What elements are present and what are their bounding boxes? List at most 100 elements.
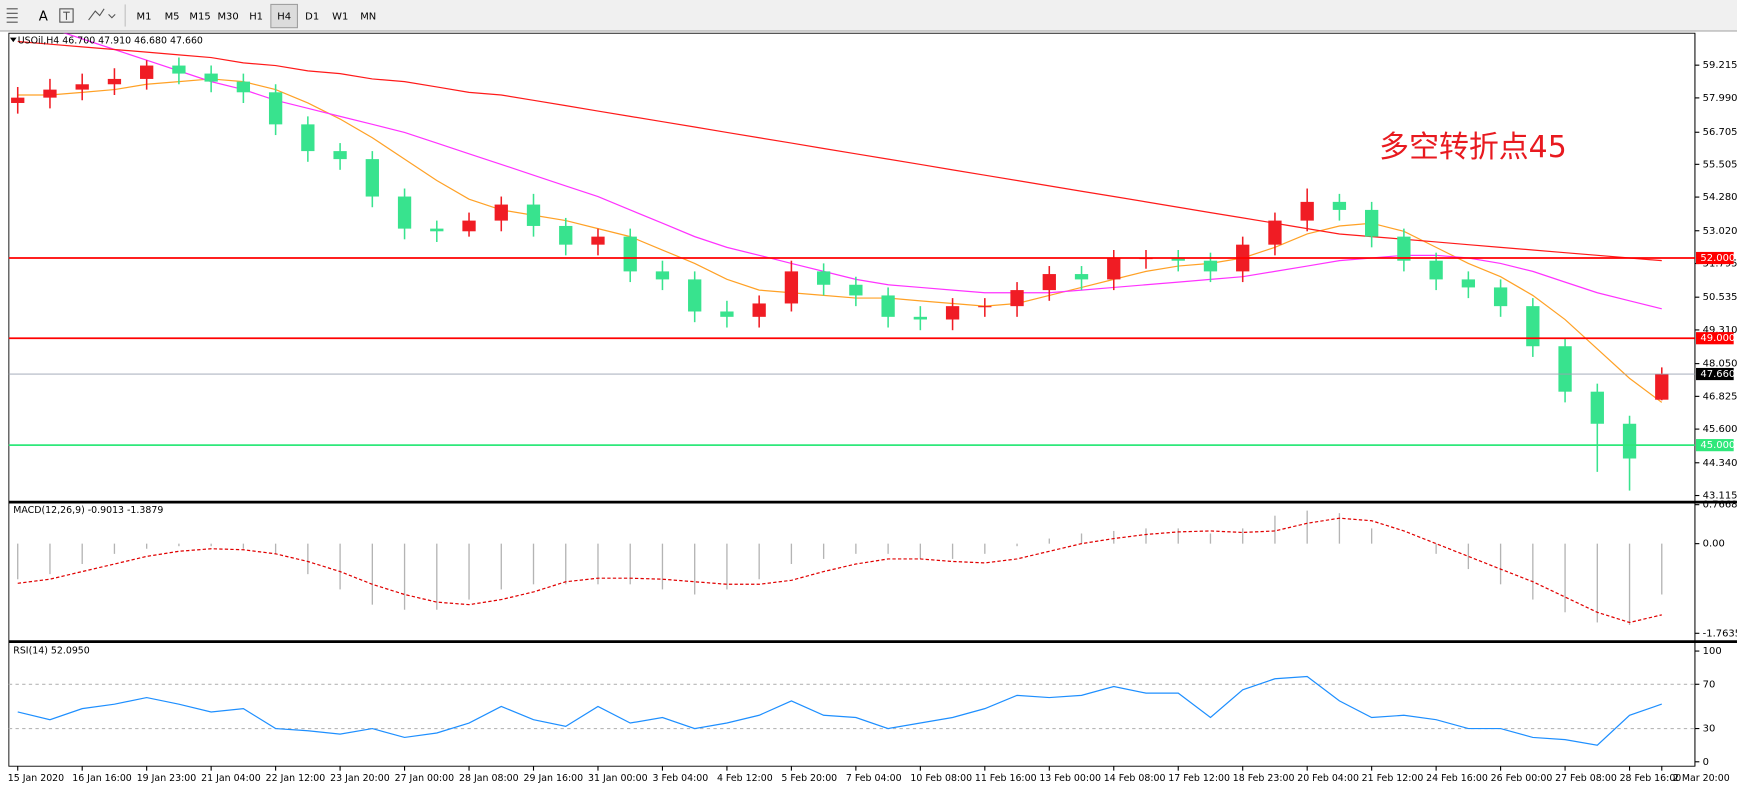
candle-body [268,92,283,125]
x-tick-label: 14 Feb 08:00 [1104,773,1166,784]
x-tick-label: 28 Feb 16:00 [1620,773,1682,784]
y-tick-label: 70 [1703,679,1716,690]
candle-body [1397,236,1411,261]
level-label: 52.000 [1700,253,1735,264]
annotation: 多空转折点45 [1379,130,1567,165]
x-tick-label: 5 Feb 20:00 [781,773,837,784]
candle-body [1107,258,1121,280]
candle-body [849,284,863,296]
x-tick-label: 18 Feb 23:00 [1233,773,1295,784]
x-tick-label: 24 Feb 16:00 [1426,773,1488,784]
timeframe-button[interactable]: MN [360,12,376,23]
chart-header: USOil,H4 46.700 47.910 46.680 47.660 [18,35,203,46]
candle-body [1332,201,1347,210]
text-label-glyph [63,11,70,20]
candle-body [526,204,541,226]
y-tick-label: 59.215 [1703,60,1737,71]
y-tick-label: 45.600 [1703,424,1737,435]
moving-average [63,33,1662,310]
y-tick-label: 0.7668 [1703,500,1737,511]
candle-body [1010,290,1024,307]
candle-body [301,124,315,152]
timeframe-button[interactable]: D1 [305,12,319,23]
candle-body [913,316,927,320]
candle-body [43,89,57,98]
x-tick-label: 27 Jan 00:00 [395,773,455,784]
candle-body [1171,258,1185,261]
x-tick-label: 10 Feb 08:00 [910,773,972,784]
timeframe-button[interactable]: M1 [137,12,152,23]
shapes-icon[interactable] [88,8,116,21]
y-tick-label: 48.050 [1703,359,1737,370]
chart-frame [8,32,1696,767]
candle-body [397,196,412,229]
timeframe-button[interactable]: H1 [249,12,263,23]
timeframe-button[interactable]: M30 [217,12,238,23]
x-tick-label: 20 Feb 04:00 [1297,773,1359,784]
y-tick-label: 0.00 [1703,539,1725,550]
x-tick-label: 23 Jan 20:00 [330,773,390,784]
level-label: 49.000 [1700,333,1735,344]
candle-body [559,225,573,245]
text-label-icon[interactable] [59,8,74,23]
candle-body [688,279,702,312]
x-tick-label: 17 Feb 12:00 [1168,773,1230,784]
level-label-bg [1696,367,1734,381]
level-label-bg [1696,439,1734,452]
x-tick-label: 4 Feb 12:00 [717,773,773,784]
moving-average [17,78,1663,403]
candle-body [236,81,251,93]
y-tick-label: 46.825 [1703,391,1737,402]
y-tick-label: 30 [1703,724,1716,735]
candle-body [591,236,605,245]
level-label-bg [1696,251,1734,265]
candle-body [945,306,960,320]
candle-body [204,73,218,82]
candle-body [720,311,734,317]
x-tick-label: 3 Feb 04:00 [652,773,708,784]
candle-body [655,271,670,280]
y-tick-label: 55.505 [1703,159,1737,170]
candle-body [1429,260,1443,280]
rsi-label: RSI(14) 52.0950 [13,646,90,657]
x-tick-label: 16 Jan 16:00 [72,773,132,784]
candle-body [1493,287,1508,307]
candle-body [881,295,895,317]
candle-body [75,84,89,90]
x-tick-label: 31 Jan 00:00 [588,773,648,784]
y-tick-label: 50.535 [1703,292,1737,303]
x-tick-label: 7 Feb 04:00 [846,773,902,784]
text-tool[interactable]: A [39,10,48,25]
x-tick-label: 21 Jan 04:00 [201,773,261,784]
candle-body [1074,274,1089,280]
timeframe-button[interactable]: W1 [332,12,348,23]
macd-signal-line [17,517,1662,624]
menu-icon[interactable] [6,8,18,23]
x-tick-label: 11 Feb 16:00 [975,773,1037,784]
y-tick-label: 57.990 [1703,93,1737,104]
timeframe-button[interactable]: H4 [277,12,291,23]
x-tick-label: 21 Feb 12:00 [1362,773,1424,784]
x-tick-label: 27 Feb 08:00 [1555,773,1617,784]
toolbar-icons [6,4,126,27]
candle-body [1042,274,1056,291]
candle-body [333,151,347,160]
level-label: 45.000 [1700,440,1735,451]
candle-body [11,97,25,103]
candle-body [1268,220,1282,245]
candle-body [1622,423,1637,459]
candle-body [816,271,831,285]
y-tick-label: 43.115 [1703,491,1737,502]
y-tick-label: 53.020 [1703,226,1737,237]
candle-body [365,159,379,197]
timeframe-button[interactable]: M5 [165,12,180,23]
y-tick-label: 100 [1703,646,1722,657]
candle-body [494,204,508,221]
timeframe-button[interactable]: M15 [189,12,210,23]
candle-body [1590,391,1604,424]
level-label: 47.660 [1700,369,1735,380]
moving-average [17,40,1662,262]
candle-body [752,303,766,317]
